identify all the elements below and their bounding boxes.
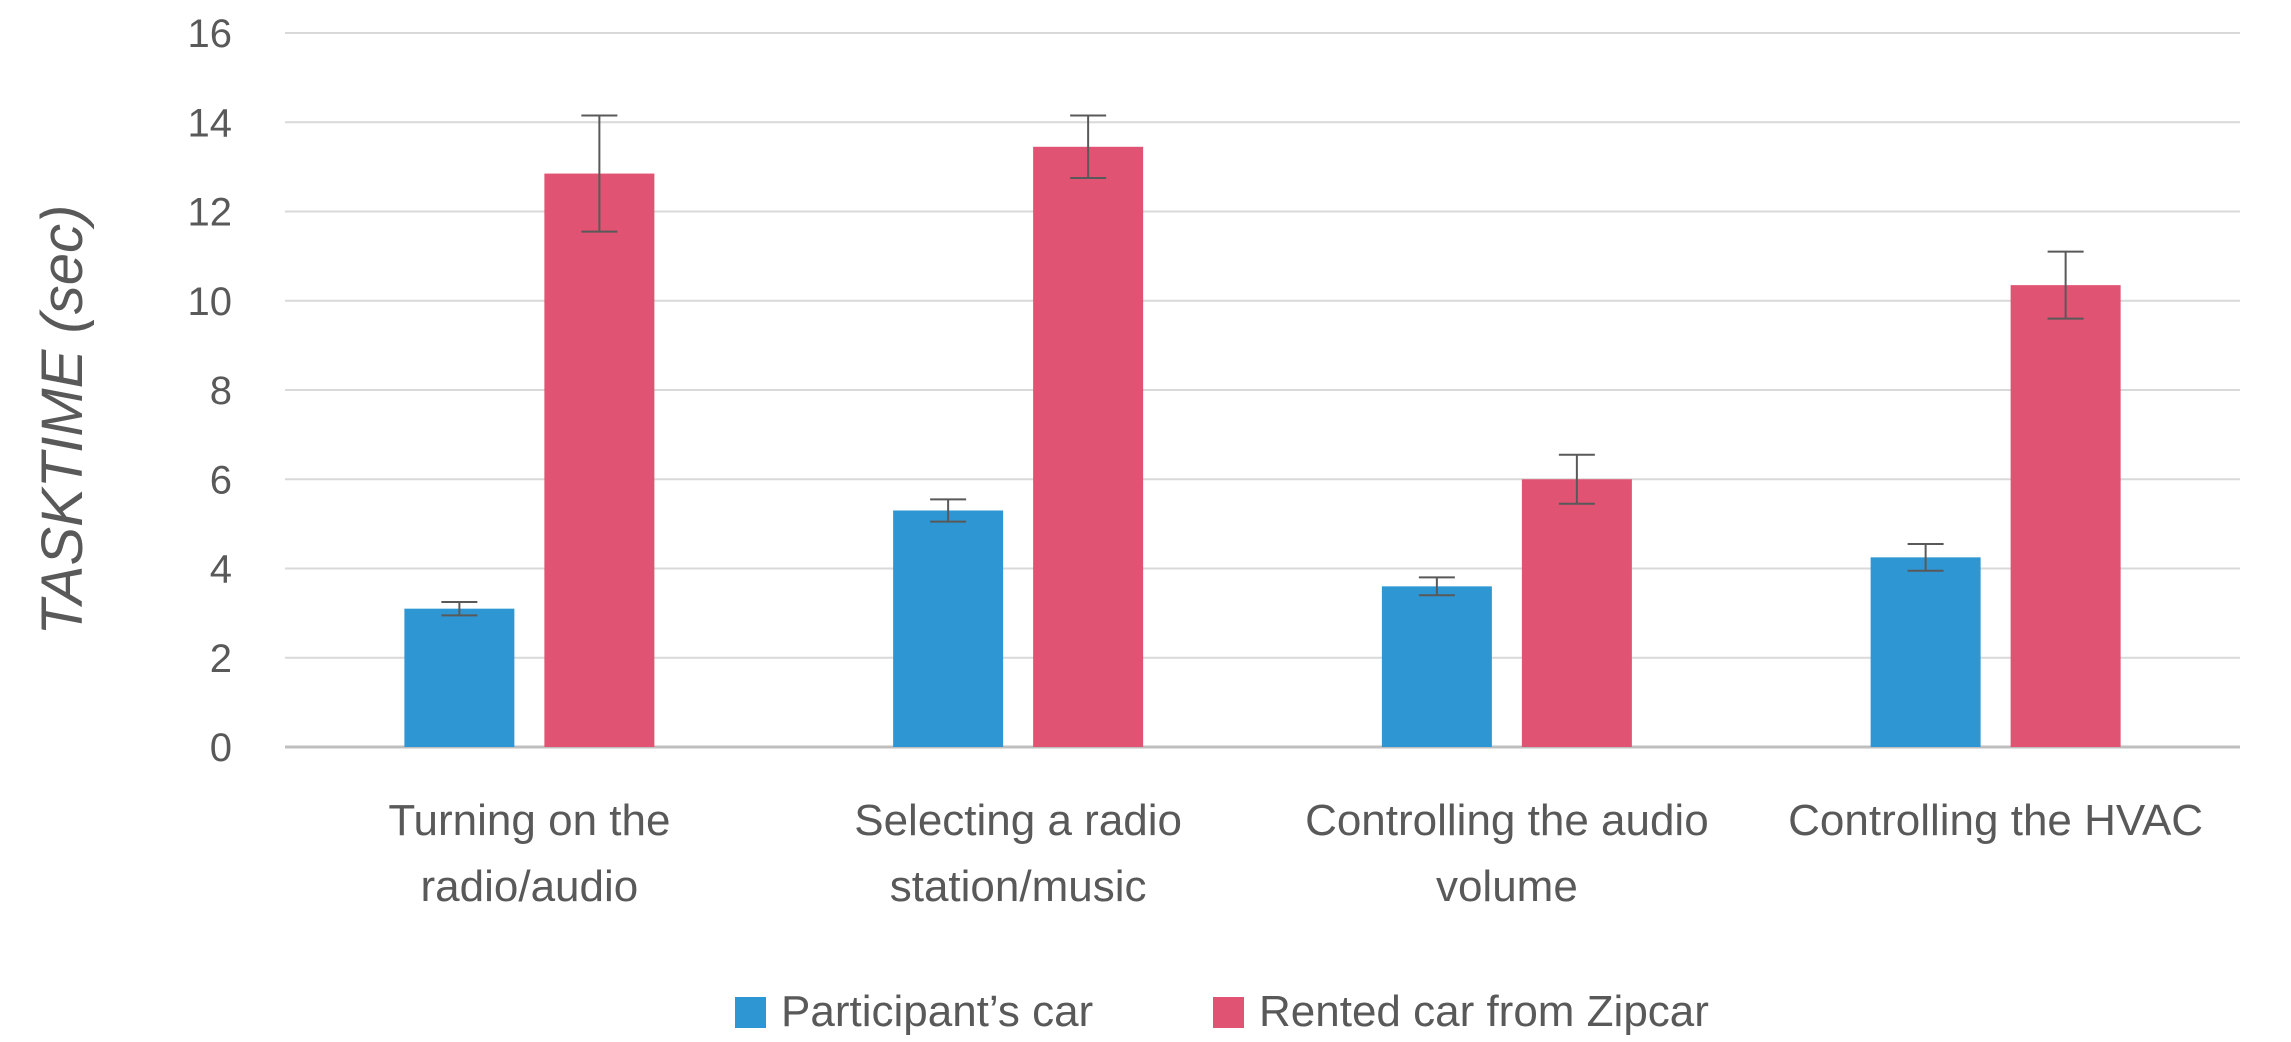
legend-label: Rented car from Zipcar bbox=[1259, 987, 1709, 1036]
bar bbox=[1381, 586, 1492, 747]
legend: Participant’s car Rented car from Zipcar bbox=[735, 987, 1709, 1036]
y-tick-label: 6 bbox=[210, 458, 232, 502]
x-category-label: Selecting a radio station/music bbox=[854, 796, 1182, 911]
bar bbox=[893, 510, 1004, 747]
bar bbox=[1870, 557, 1981, 747]
legend-swatch bbox=[1213, 997, 1244, 1028]
x-category-label: Controlling the audio volume bbox=[1305, 796, 1709, 911]
y-axis-title: TASKTIME (sec) bbox=[30, 205, 95, 636]
legend-swatch bbox=[735, 997, 766, 1028]
bar bbox=[1033, 146, 1144, 747]
y-tick-label: 0 bbox=[210, 726, 232, 770]
y-tick-label: 8 bbox=[210, 369, 232, 413]
y-tick-label: 16 bbox=[188, 12, 233, 56]
bars bbox=[404, 146, 2121, 748]
bar bbox=[1521, 479, 1632, 747]
legend-label: Participant’s car bbox=[781, 987, 1093, 1036]
x-axis-category-labels: Turning on the radio/audio Selecting a rad… bbox=[388, 796, 2203, 911]
y-axis-ticks: 0 2 4 6 8 10 12 14 16 bbox=[188, 12, 233, 770]
bar bbox=[2010, 285, 2121, 747]
y-tick-label: 10 bbox=[188, 280, 233, 324]
y-tick-label: 14 bbox=[188, 101, 233, 145]
y-tick-label: 4 bbox=[210, 548, 232, 592]
x-category-label: Turning on the radio/audio bbox=[388, 796, 670, 911]
x-category-label: Controlling the HVAC bbox=[1788, 796, 2203, 845]
y-tick-label: 2 bbox=[210, 637, 232, 681]
bar bbox=[404, 608, 515, 747]
error-bars bbox=[441, 114, 2084, 617]
bar bbox=[544, 173, 655, 748]
y-tick-label: 12 bbox=[188, 191, 233, 235]
